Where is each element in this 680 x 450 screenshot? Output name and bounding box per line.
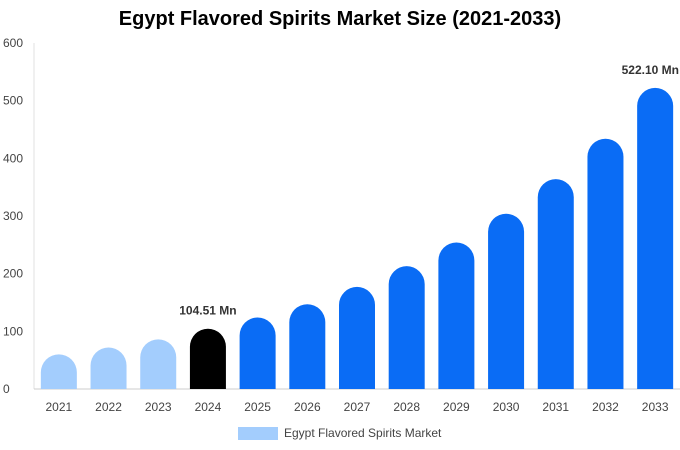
x-tick-label: 2022 — [95, 400, 122, 414]
chart-title: Egypt Flavored Spirits Market Size (2021… — [118, 8, 562, 30]
bar-2023[interactable] — [140, 339, 177, 389]
bar-2033[interactable] — [637, 87, 674, 389]
bar-2032[interactable] — [587, 138, 624, 389]
x-tick-label: 2032 — [592, 400, 619, 414]
x-tick-label: 2029 — [443, 400, 470, 414]
legend-swatch — [238, 426, 278, 440]
data-label-2033: 522.10 Mn — [622, 63, 679, 77]
y-tick-label: 400 — [3, 151, 23, 165]
bar-2029[interactable] — [438, 242, 475, 389]
bar-2024[interactable] — [189, 328, 226, 389]
y-tick-label: 600 — [3, 36, 23, 50]
bar-2031[interactable] — [537, 179, 574, 389]
y-tick-label: 100 — [3, 324, 23, 338]
bar-2028[interactable] — [388, 266, 425, 389]
x-tick-label: 2026 — [294, 400, 321, 414]
x-tick-label: 2031 — [542, 400, 569, 414]
bar-2026[interactable] — [289, 304, 326, 389]
x-tick-label: 2027 — [344, 400, 371, 414]
x-tick-label: 2033 — [642, 400, 669, 414]
x-tick-label: 2028 — [393, 400, 420, 414]
bar-2030[interactable] — [488, 213, 525, 389]
bar-2021[interactable] — [40, 354, 77, 389]
y-tick-label: 500 — [3, 94, 23, 108]
x-tick-label: 2024 — [195, 400, 222, 414]
bar-2027[interactable] — [339, 286, 375, 389]
x-tick-label: 2023 — [145, 400, 172, 414]
legend[interactable]: Egypt Flavored Spirits Market — [238, 426, 441, 440]
y-tick-label: 300 — [3, 209, 23, 223]
x-tick-label: 2021 — [45, 400, 72, 414]
x-tick-label: 2030 — [493, 400, 520, 414]
data-label-2024: 104.51 Mn — [179, 304, 236, 318]
legend-label: Egypt Flavored Spirits Market — [284, 426, 442, 440]
y-tick-label: 0 — [3, 382, 10, 396]
y-tick-label: 200 — [3, 267, 23, 281]
x-tick-label: 2025 — [244, 400, 271, 414]
bar-2022[interactable] — [90, 347, 127, 389]
bar-2025[interactable] — [239, 317, 276, 389]
